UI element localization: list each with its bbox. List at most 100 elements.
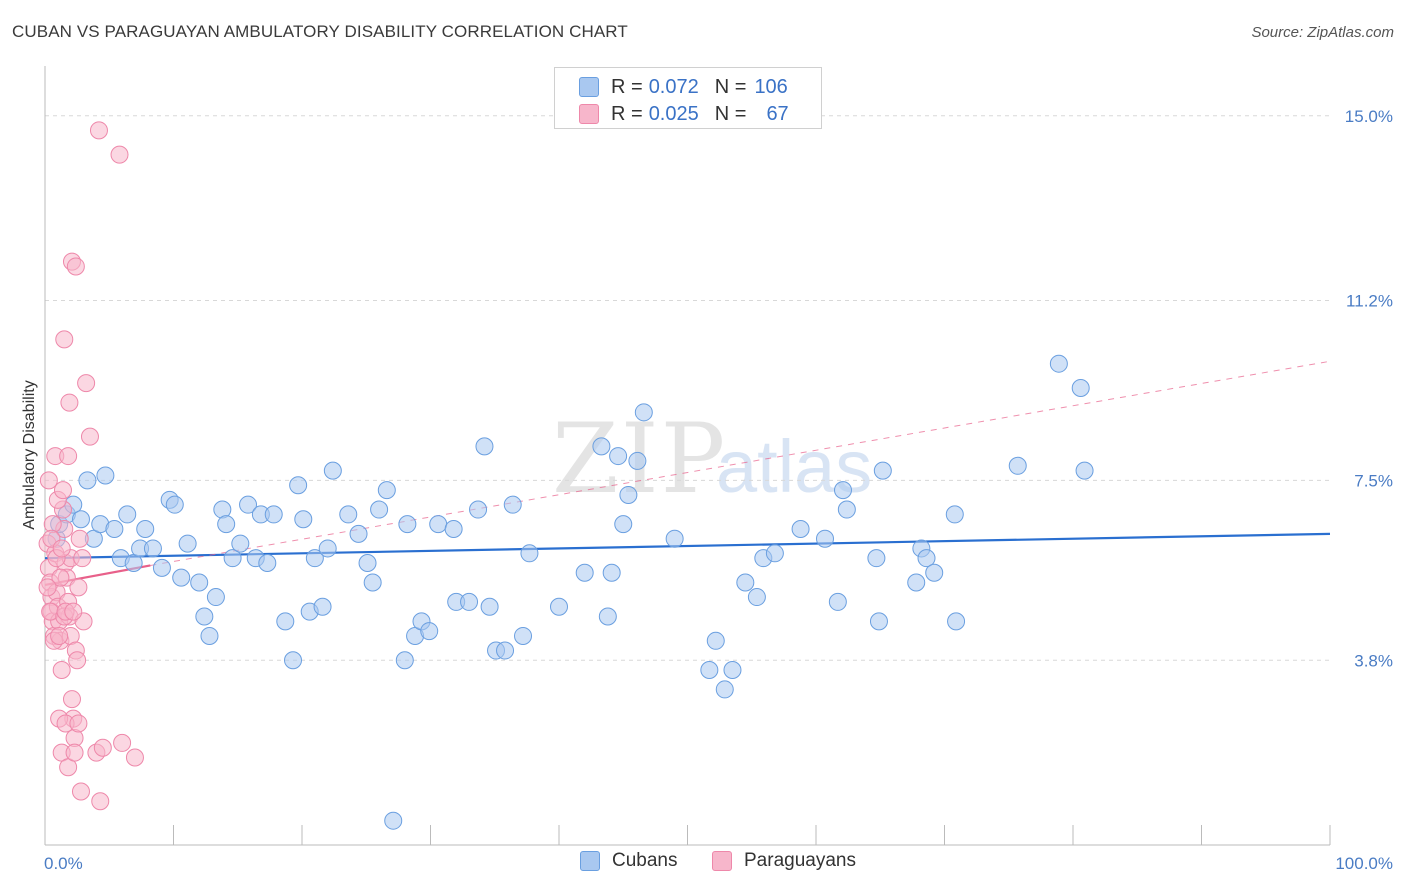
cuban-point [223,549,242,568]
y-tick-label: 7.5% [1354,471,1393,490]
cuban-point [200,626,219,645]
paraguayan-point [110,145,129,164]
paraguayans-legend-swatch [712,851,732,871]
cuban-point [723,660,742,679]
legend-item-paraguayans[interactable]: Paraguayans [712,850,856,872]
cuban-point [945,505,964,524]
cuban-point [837,500,856,519]
paraguayan-point [53,481,72,500]
cuban-point [592,437,611,456]
paraguayan-point [66,257,85,276]
cuban-point [289,476,308,495]
cuban-point [925,563,944,582]
cuban-point [869,612,888,631]
cuban-point [339,505,358,524]
cuban-point [1008,456,1027,475]
cuban-point [815,529,834,548]
paraguayan-point [51,568,70,587]
r-value: 0.025 [648,102,699,125]
paraguayan-point [69,714,88,733]
paraguayan-point [91,792,110,811]
cuban-point [715,680,734,699]
cuban-point [398,515,417,534]
cuban-point [665,529,684,548]
cuban-point [195,607,214,626]
paraguayan-point [38,578,57,597]
cuban-point [833,481,852,500]
n-label: N = [714,102,747,125]
cuban-point [172,568,191,587]
y-axis-title: Ambulatory Disability [21,380,38,529]
cuban-point [384,811,403,830]
cuban-point [313,597,332,616]
cuban-point [305,549,324,568]
cuban-point [78,471,97,490]
r-label: R = [611,75,643,98]
cuban-point [444,519,463,538]
cuban-point [429,515,448,534]
watermark: ZIP atlas [552,403,872,515]
paraguayan-point [52,539,71,558]
cuban-point [264,505,283,524]
tick-labels: 3.8% 7.5% 11.2% 15.0% 0.0% 100.0% [44,107,1393,873]
cuban-point [706,631,725,650]
y-tick-label: 15.0% [1345,107,1393,126]
cuban-point [1075,461,1094,480]
cuban-point [1049,354,1068,373]
paraguayans-legend-label: Paraguayans [744,850,856,871]
cuban-point [628,451,647,470]
cuban-point [284,651,303,670]
cuban-point [377,481,396,500]
cuban-point [514,626,533,645]
paraguayan-point [113,733,132,752]
paraguayan-point [64,602,83,621]
paraguayan-point [55,330,74,349]
r-label: R = [611,102,643,125]
cuban-point [178,534,197,553]
paraguayan-point [77,374,96,393]
cuban-point [634,403,653,422]
cuban-point [747,588,766,607]
cuban-point [323,461,342,480]
cuban-point [420,622,439,641]
cuban-point [765,544,784,563]
cuban-point [258,554,277,573]
cuban-point [598,607,617,626]
cuban-point [206,588,225,607]
y-tick-label: 11.2% [1346,291,1393,310]
cuban-point [575,563,594,582]
cuban-point [469,500,488,519]
paraguayan-point [68,651,87,670]
cuban-point [118,505,137,524]
cuban-point [947,612,966,631]
cuban-point [143,539,162,558]
correlation-legend: R = 0.072 N = 106 R = 0.025 N = 67 [554,67,822,129]
paraguayan-point [50,626,69,645]
cuban-point [276,612,295,631]
y-tick-label: 3.8% [1354,651,1393,670]
cubans-legend-swatch [580,851,600,871]
paraguayan-point [39,471,58,490]
cuban-point [136,519,155,538]
cuban-point [370,500,389,519]
legend-row-cubans: R = 0.072 N = 106 [579,75,788,99]
cuban-point [828,592,847,611]
cuban-point [105,519,124,538]
cuban-point [71,510,90,529]
paraguayan-point [70,529,89,548]
cuban-point [907,573,926,592]
paraguayan-point [89,121,108,140]
paraguayan-point [62,690,81,709]
cuban-point [609,447,628,466]
paraguayan-point [69,578,88,597]
r-value: 0.072 [648,75,699,98]
legend-item-cubans[interactable]: Cubans [580,850,678,872]
cuban-point [318,539,337,558]
series-legend: Cubans Paraguayans [0,850,1406,878]
paraguayan-point [125,748,144,767]
paraguayan-point [80,427,99,446]
cuban-point [96,466,115,485]
cuban-point [239,495,258,514]
paraguayan-point [93,738,112,757]
